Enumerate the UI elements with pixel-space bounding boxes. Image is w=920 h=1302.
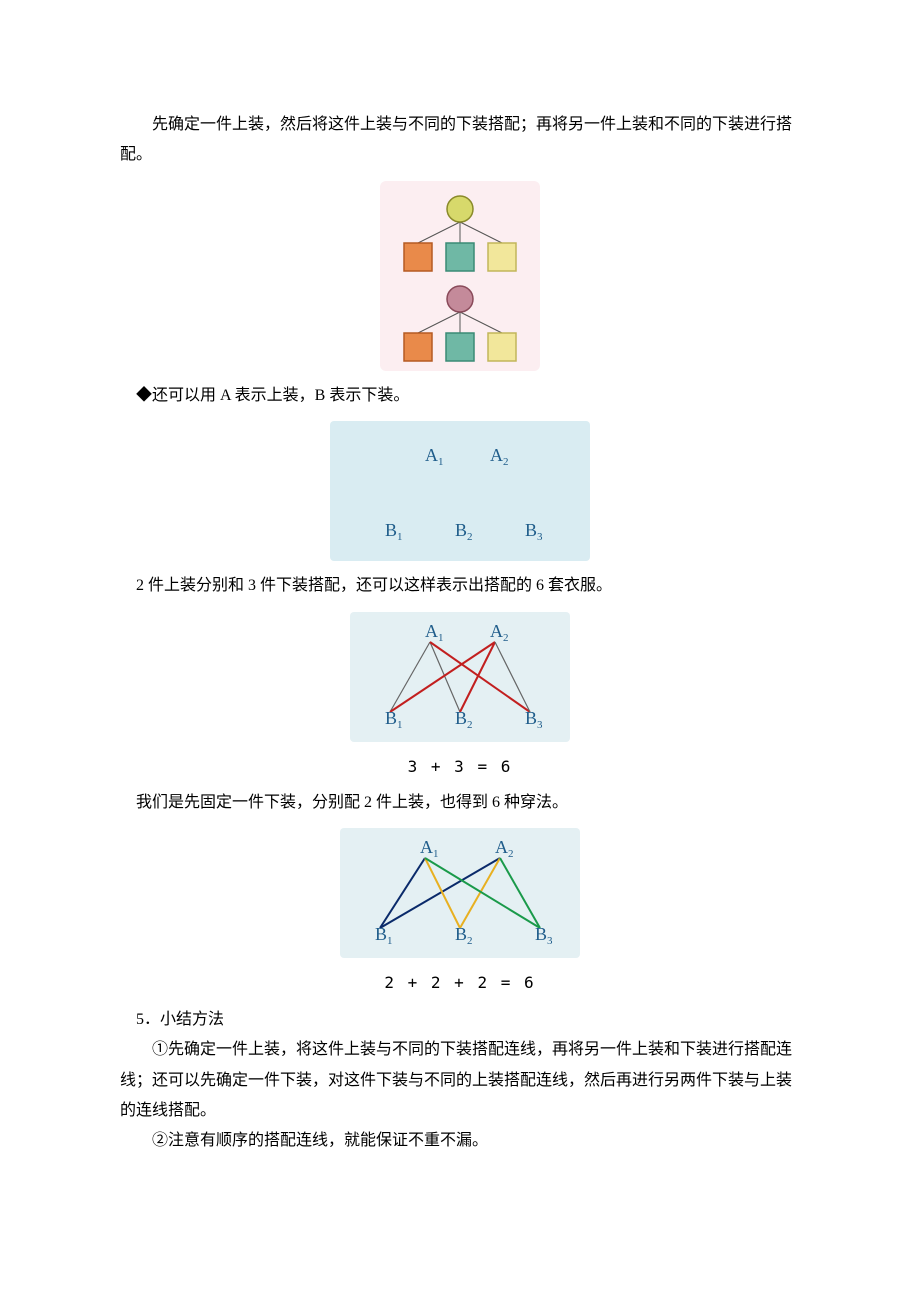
paragraph-1: 先确定一件上装，然后将这件上装与不同的下装搭配；再将另一件上装和不同的下装进行搭… bbox=[120, 110, 800, 171]
paragraph-4: 我们是先固定一件下装，分别配 2 件上装，也得到 6 种穿法。 bbox=[120, 788, 800, 818]
equation-2: 2 + 2 + 2 = 6 bbox=[120, 968, 800, 998]
paragraph-3: 2 件上装分别和 3 件下装搭配，还可以这样表示出搭配的 6 套衣服。 bbox=[120, 571, 800, 601]
bipartite-red-svg: A1A2B1B2B3 bbox=[350, 612, 570, 742]
diagram-labels-only: A1A2B1B2B3 bbox=[120, 421, 800, 561]
diagram-bipartite-red: A1A2B1B2B3 bbox=[120, 612, 800, 742]
tree-diagram-svg bbox=[380, 181, 540, 371]
document-page: 先确定一件上装，然后将这件上装与不同的下装搭配；再将另一件上装和不同的下装进行搭… bbox=[0, 0, 920, 1302]
paragraph-6: ①先确定一件上装，将这件上装与不同的下装搭配连线，再将另一件上装和下装进行搭配连… bbox=[120, 1035, 800, 1126]
diagram-tree-outfits bbox=[120, 181, 800, 371]
paragraph-7: ②注意有顺序的搭配连线，就能保证不重不漏。 bbox=[120, 1126, 800, 1156]
paragraph-5: 5．小结方法 bbox=[120, 1005, 800, 1035]
equation-1: 3 + 3 = 6 bbox=[120, 752, 800, 782]
diagram-bipartite-multi: A1A2B1B2B3 bbox=[120, 828, 800, 958]
bipartite-multi-svg: A1A2B1B2B3 bbox=[340, 828, 580, 958]
paragraph-2: ◆还可以用 A 表示上装，B 表示下装。 bbox=[120, 381, 800, 411]
labels-diagram-svg: A1A2B1B2B3 bbox=[330, 421, 590, 561]
